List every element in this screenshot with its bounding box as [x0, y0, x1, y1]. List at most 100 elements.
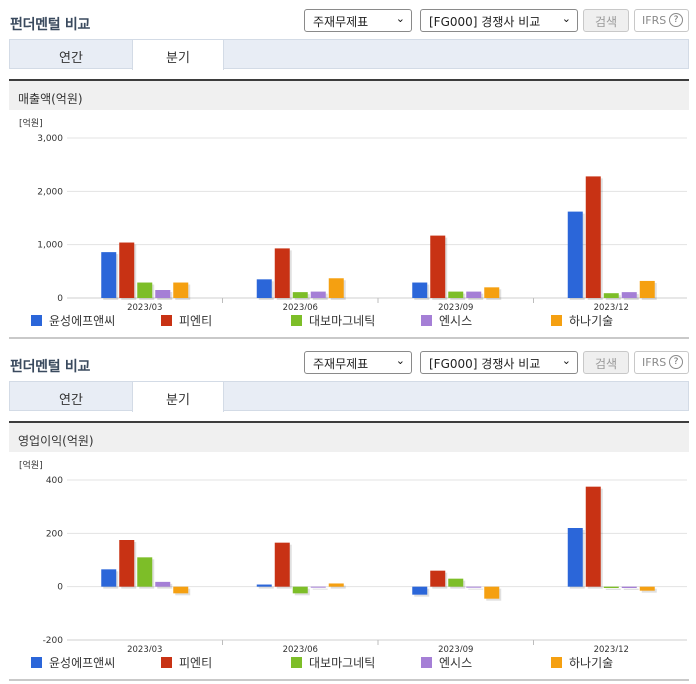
legend-label: 윤성에프앤씨: [49, 656, 116, 670]
ifrs-button[interactable]: IFRS?: [634, 351, 689, 374]
y-tick-label: 0: [57, 583, 63, 593]
bar: [119, 242, 135, 298]
x-tick-label: 2023/06: [283, 303, 318, 310]
legend-swatch: [421, 315, 432, 326]
bar: [328, 278, 344, 298]
bar: [603, 586, 619, 588]
bar-shadow: [605, 588, 621, 590]
search-button[interactable]: 검색: [583, 351, 629, 374]
bar-shadow: [623, 588, 639, 590]
tab-annual[interactable]: 연간: [59, 393, 83, 408]
legend-label: 엔시스: [439, 314, 473, 328]
y-tick-label: 200: [46, 529, 63, 539]
bar-shadow: [641, 588, 657, 593]
x-tick-label: 2023/12: [594, 645, 629, 652]
legend-swatch: [161, 657, 172, 668]
legend-item[interactable]: 엔시스: [421, 312, 472, 329]
bar: [412, 282, 428, 298]
bar-shadow: [258, 586, 274, 589]
bar: [292, 292, 308, 298]
x-tick-label: 2023/03: [127, 303, 162, 310]
bar: [292, 586, 308, 594]
x-tick-label: 2023/03: [127, 645, 162, 652]
operating-profit-bar-chart: [억원] -200 0 200 400 2023/03 2023/06 2023/09 2023…: [19, 459, 687, 652]
compare-group-select[interactable]: [FG000] 경쟁사 비교 ⌄: [420, 351, 578, 374]
bar: [155, 290, 171, 298]
legend-swatch: [551, 315, 562, 326]
legend-label: 대보마그네틱: [309, 314, 376, 328]
statement-type-select[interactable]: 주재무제표 ⌄: [304, 9, 412, 32]
legend-item[interactable]: 피엔티: [161, 312, 212, 329]
bar: [484, 287, 500, 298]
bar: [274, 248, 290, 298]
legend-label: 하나기술: [569, 314, 614, 328]
chart-legend: 윤성에프앤씨 피엔티 대보마그네틱 엔시스 하나기술: [9, 312, 689, 330]
unit-label: [억원]: [19, 459, 43, 471]
tab-quarterly[interactable]: 분기: [132, 382, 224, 412]
x-tick-label: 2023/06: [283, 645, 318, 652]
chart-legend: 윤성에프앤씨 피엔티 대보마그네틱 엔시스 하나기술: [9, 654, 689, 672]
chevron-down-icon: ⌄: [395, 12, 405, 25]
legend-item[interactable]: 윤성에프앤씨: [31, 312, 115, 329]
legend-item[interactable]: 대보마그네틱: [291, 312, 375, 329]
y-tick-label: 0: [57, 294, 63, 304]
compare-group-select[interactable]: [FG000] 경쟁사 비교 ⌄: [420, 9, 578, 32]
legend-swatch: [161, 315, 172, 326]
help-icon[interactable]: ?: [669, 355, 683, 369]
legend-label: 피엔티: [179, 656, 213, 670]
y-tick-label: 3,000: [37, 134, 63, 144]
legend-item[interactable]: 하나기술: [551, 312, 613, 329]
panel-title: 펀더멘털 비교: [10, 17, 91, 33]
ifrs-button[interactable]: IFRS?: [634, 9, 689, 32]
bar: [448, 291, 464, 298]
unit-label: [억원]: [19, 117, 43, 129]
bar: [585, 486, 601, 587]
legend-item[interactable]: 윤성에프앤씨: [31, 654, 115, 671]
legend-item[interactable]: 대보마그네틱: [291, 654, 375, 671]
bar: [101, 569, 117, 587]
fundamental-panel-operating-profit: 펀더멘털 비교 주재무제표 ⌄ [FG000] 경쟁사 비교 ⌄ 검색 IFRS? …: [0, 342, 696, 684]
period-tabs: 연간 분기: [9, 39, 689, 70]
bar: [639, 586, 655, 591]
y-tick-label: 2,000: [37, 187, 63, 197]
bar: [621, 586, 637, 588]
legend-swatch: [291, 657, 302, 668]
bar: [310, 586, 326, 588]
legend-swatch: [421, 657, 432, 668]
tab-quarterly[interactable]: 분기: [132, 40, 224, 70]
legend-item[interactable]: 피엔티: [161, 654, 212, 671]
legend-label: 엔시스: [439, 656, 473, 670]
search-button[interactable]: 검색: [583, 9, 629, 32]
panel-title: 펀더멘털 비교: [10, 359, 91, 375]
bar: [430, 570, 446, 587]
statement-type-select[interactable]: 주재무제표 ⌄: [304, 351, 412, 374]
bar: [466, 586, 482, 588]
bar-shadow: [312, 588, 328, 590]
bar: [412, 586, 428, 595]
bar: [101, 252, 117, 298]
legend-item[interactable]: 엔시스: [421, 654, 472, 671]
bar: [466, 291, 482, 298]
x-tick-label: 2023/12: [594, 303, 629, 310]
bar: [484, 586, 500, 599]
metric-title: 매출액(억원): [9, 79, 689, 110]
chevron-down-icon: ⌄: [561, 354, 571, 367]
bar: [137, 282, 153, 298]
bar: [430, 235, 446, 298]
legend-item[interactable]: 하나기술: [551, 654, 613, 671]
bar: [328, 583, 344, 587]
legend-label: 대보마그네틱: [309, 656, 376, 670]
bar: [137, 557, 153, 587]
tab-annual[interactable]: 연간: [59, 51, 83, 66]
period-tabs: 연간 분기: [9, 381, 689, 412]
bar: [155, 581, 171, 587]
bar: [274, 542, 290, 587]
bar: [567, 528, 583, 587]
bar: [173, 586, 189, 594]
legend-swatch: [31, 657, 42, 668]
legend-label: 피엔티: [179, 314, 213, 328]
legend-label: 윤성에프앤씨: [49, 314, 116, 328]
chevron-down-icon: ⌄: [561, 12, 571, 25]
help-icon[interactable]: ?: [669, 13, 683, 27]
bar-shadow: [330, 585, 346, 589]
